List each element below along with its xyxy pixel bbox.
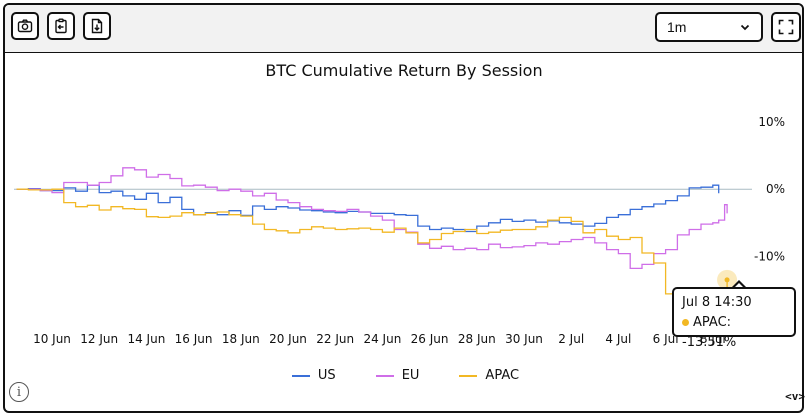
x-tick-label: 16 Jun [175, 332, 213, 346]
series-line-us[interactable] [16, 184, 720, 233]
y-tick-label: -10% [754, 249, 785, 263]
x-tick-label: 6 Jul [653, 332, 679, 346]
legend-swatch-us [291, 374, 310, 377]
info-icon[interactable]: i [9, 382, 29, 402]
legend-item-us[interactable]: US [291, 368, 336, 383]
tooltip-date: Jul 8 14:30 [682, 295, 752, 310]
x-tick-label: 26 Jun [411, 332, 449, 346]
x-tick-label: 18 Jun [222, 332, 260, 346]
legend-item-eu[interactable]: EU [375, 368, 420, 383]
legend-label-us: US [317, 368, 336, 383]
y-tick-label: 10% [758, 115, 785, 129]
tooltip: Jul 8 14:30 APAC: -13.51% [672, 287, 796, 350]
x-tick-label: 14 Jun [127, 332, 165, 346]
y-tick-label: 0% [766, 182, 785, 196]
legend: US EU APAC [0, 368, 811, 383]
legend-item-apac[interactable]: APAC [459, 368, 519, 383]
chart-title: BTC Cumulative Return By Session [265, 61, 542, 80]
range-select[interactable]: 1m [655, 12, 763, 42]
camera-icon[interactable] [11, 12, 39, 40]
x-tick-label: 12 Jun [80, 332, 118, 346]
legend-swatch-apac [459, 374, 478, 377]
file-download-icon[interactable] [83, 12, 111, 40]
legend-swatch-eu [375, 374, 394, 377]
highlight-point[interactable] [724, 277, 730, 283]
clipboard-icon[interactable] [47, 12, 75, 40]
tooltip-label: APAC: -13.51% [682, 315, 737, 350]
legend-label-apac: APAC [485, 368, 520, 383]
x-tick-label: 10 Jun [33, 332, 71, 346]
x-tick-label: 22 Jun [316, 332, 354, 346]
legend-label-eu: EU [401, 368, 420, 383]
tooltip-arrow-inner [733, 283, 745, 289]
x-tick-label: 28 Jun [458, 332, 496, 346]
chart-panel: 1m [3, 3, 804, 413]
tooltip-value-row: APAC: -13.51% [682, 313, 786, 353]
series-line-eu[interactable] [16, 167, 728, 270]
tooltip-series-dot [682, 319, 689, 326]
toolbar: 1m [5, 5, 802, 53]
x-tick-label: 24 Jun [363, 332, 401, 346]
x-tick-label: 20 Jun [269, 332, 307, 346]
chevron-down-icon [740, 24, 750, 31]
series-line-apac[interactable] [16, 188, 728, 297]
x-tick-label: 4 Jul [605, 332, 631, 346]
x-tick-label: 2 Jul [558, 332, 584, 346]
fullscreen-icon[interactable] [771, 12, 801, 42]
nav-arrows[interactable]: <v> [785, 390, 805, 403]
range-select-value: 1m [667, 19, 687, 35]
x-tick-label: 30 Jun [505, 332, 543, 346]
